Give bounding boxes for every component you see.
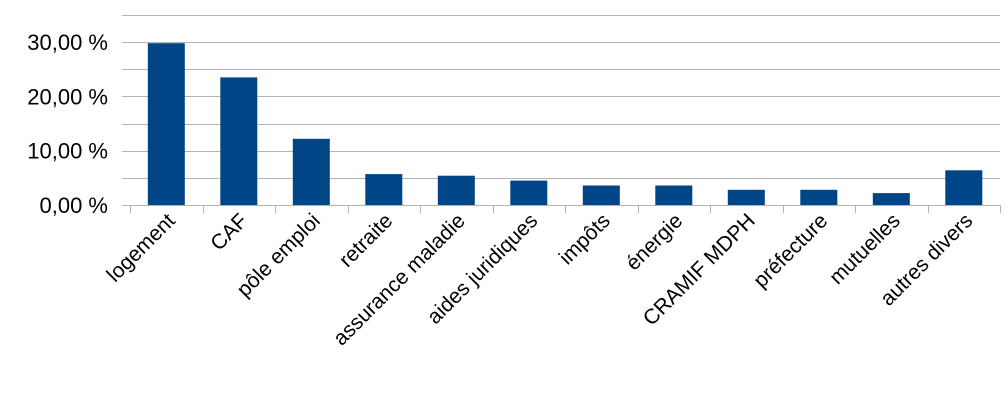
x-tick-label: logement: [102, 209, 179, 286]
bar-7: [655, 185, 693, 205]
bar-11: [945, 170, 983, 205]
y-tick-label: 30,00 %: [27, 30, 108, 55]
y-axis-labels: 0,00 % 10,00 % 20,00 % 30,00 %: [27, 30, 108, 218]
grid-lines: [122, 15, 1000, 206]
bar-10: [872, 193, 910, 205]
bar-5: [510, 180, 548, 205]
bar-2: [292, 138, 330, 205]
y-tick-label: 10,00 %: [27, 139, 108, 164]
bar-4: [437, 175, 475, 205]
bar-8: [727, 189, 765, 205]
x-tick-label: impôts: [555, 209, 615, 269]
bar-9: [800, 189, 838, 205]
bar-6: [582, 185, 620, 205]
x-axis-ticks: [130, 205, 1001, 213]
x-tick-label: préfecture: [749, 209, 832, 292]
x-tick-label: retraite: [335, 209, 397, 271]
bar-0: [147, 43, 185, 206]
x-tick-label: énergie: [621, 209, 687, 275]
bar-1: [220, 77, 258, 205]
y-tick-label: 0,00 %: [40, 193, 109, 218]
bars: [147, 43, 983, 206]
x-tick-label: CAF: [206, 209, 252, 255]
y-tick-label: 20,00 %: [27, 84, 108, 109]
x-tick-label: assurance maladie: [329, 209, 470, 350]
bar-3: [365, 174, 403, 205]
